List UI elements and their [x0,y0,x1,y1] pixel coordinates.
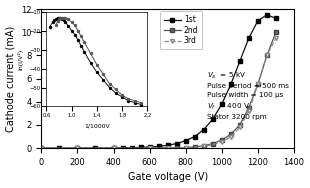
3rd [112,147,115,149]
1st [211,118,215,120]
2nd [202,145,206,147]
1st [220,103,224,105]
1st [166,144,170,146]
3rd [184,146,188,149]
2nd [184,146,188,149]
1st [274,17,278,19]
Text: $V_a$  = 5 kV
Pulse period = 500 ms
Pulse width = 100 μs
$V_f$  = 400 V
Stator 3: $V_a$ = 5 kV Pulse period = 500 ms Pulse… [207,71,289,120]
3rd [274,37,278,39]
1st [193,135,197,138]
2nd [193,146,197,148]
2nd [166,147,170,149]
2nd [274,31,278,33]
1st [229,83,232,86]
3rd [148,147,152,149]
1st [265,14,269,16]
1st [58,147,61,149]
Line: 3rd: 3rd [39,36,278,150]
3rd [229,135,232,138]
1st [202,128,206,131]
1st [139,146,142,149]
2nd [256,83,260,86]
2nd [211,142,215,145]
Legend: 1st, 2nd, 3rd: 1st, 2nd, 3rd [160,11,202,49]
1st [94,147,97,149]
Line: 1st: 1st [39,13,278,150]
3rd [39,147,43,149]
2nd [76,147,79,149]
3rd [202,145,206,148]
3rd [166,147,170,149]
3rd [76,147,79,149]
2nd [265,54,269,57]
3rd [256,83,260,86]
Line: 2nd: 2nd [39,30,278,150]
1st [121,147,124,149]
2nd [175,147,179,149]
1st [247,37,251,39]
1st [130,147,133,149]
2nd [112,147,115,149]
2nd [148,147,152,149]
Y-axis label: Cathode current (mA): Cathode current (mA) [6,26,16,132]
1st [184,139,188,142]
1st [148,146,152,148]
1st [157,145,161,148]
1st [175,142,179,145]
3rd [220,141,224,143]
1st [238,60,242,62]
1st [76,147,79,149]
3rd [238,126,242,128]
3rd [265,54,269,57]
2nd [247,106,251,109]
3rd [247,110,251,112]
2nd [39,147,43,149]
1st [256,20,260,22]
1st [112,147,115,149]
2nd [220,139,224,141]
2nd [238,124,242,126]
2nd [229,133,232,135]
X-axis label: Gate voltage (V): Gate voltage (V) [127,172,208,182]
1st [39,147,43,149]
